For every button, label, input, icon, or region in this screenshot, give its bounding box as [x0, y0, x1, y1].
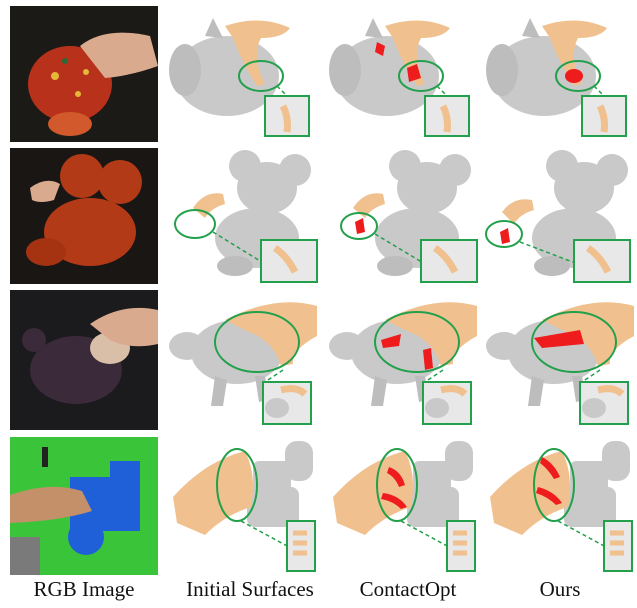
column-label-initial-surfaces: Initial Surfaces — [186, 577, 314, 601]
ours-camera — [482, 437, 637, 575]
initial-surfaces-bear — [165, 290, 320, 430]
column-label-contactopt: ContactOpt — [359, 577, 457, 601]
ours-bear — [482, 290, 637, 430]
figure-grid — [10, 6, 637, 575]
rgb-image-mouse — [10, 148, 158, 284]
initial-surfaces-camera — [165, 437, 320, 575]
column-label-ours: Ours — [539, 577, 581, 601]
contactopt-bear — [325, 290, 480, 430]
column-label-rgb-image: RGB Image — [33, 577, 135, 601]
contactopt-camera — [325, 437, 480, 575]
rgb-image-dog — [10, 6, 158, 142]
rgb-image-bear — [10, 290, 158, 430]
rgb-image-camera — [10, 437, 158, 575]
contactopt-dog — [325, 6, 480, 142]
ours-dog — [482, 6, 637, 142]
contactopt-mouse — [325, 148, 480, 284]
ours-mouse — [482, 148, 637, 284]
initial-surfaces-dog — [165, 6, 320, 142]
initial-surfaces-mouse — [165, 148, 320, 284]
